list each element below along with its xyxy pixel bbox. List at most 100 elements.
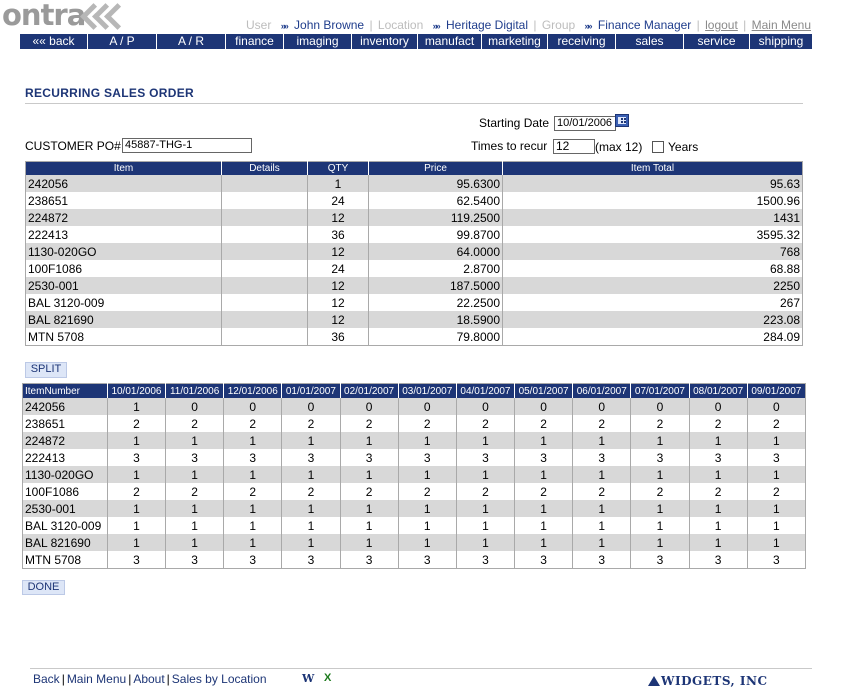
nav-back[interactable]: «« back <box>20 34 88 49</box>
customer-po-input[interactable]: 45887-THG-1 <box>122 138 252 153</box>
cell-month-qty: 3 <box>630 551 690 569</box>
cell-month-qty: 1 <box>572 466 632 483</box>
cell-month-qty: 1 <box>456 534 516 551</box>
cell-month-qty: 3 <box>747 449 806 466</box>
nav-ar[interactable]: A / R <box>157 34 226 49</box>
nav-marketing[interactable]: marketing <box>482 34 548 49</box>
cell-details <box>221 175 308 192</box>
cell-month-qty: 1 <box>107 500 167 517</box>
excel-export-icon[interactable]: X <box>324 672 332 684</box>
cell-month-qty: 3 <box>630 449 690 466</box>
col-header-qty: QTY <box>307 161 369 175</box>
cell-item-number: 242056 <box>22 398 108 415</box>
cell-month-qty: 0 <box>456 398 516 415</box>
brand-triangle-icon <box>648 676 660 686</box>
table-row: 1130-020GO 1 1 1 1 1 1 1 1 1 1 1 1 <box>22 466 806 483</box>
logout-link[interactable]: logout <box>705 18 738 32</box>
cell-month-qty: 3 <box>572 551 632 569</box>
cell-month-qty: 1 <box>223 517 283 534</box>
nav-shipping[interactable]: shipping <box>758 34 804 48</box>
cell-month-qty: 1 <box>165 466 225 483</box>
cell-price: 187.5000 <box>368 277 503 294</box>
done-button[interactable]: DONE <box>22 580 65 595</box>
cell-month-qty: 2 <box>340 483 399 500</box>
cell-item-number: BAL 3120-009 <box>22 517 108 534</box>
starting-date-input[interactable]: 10/01/2006 <box>554 116 616 131</box>
cell-month-qty: 1 <box>514 466 574 483</box>
cell-month-qty: 2 <box>630 415 690 432</box>
nav-service[interactable]: service <box>684 34 750 49</box>
cell-month-qty: 3 <box>165 551 225 569</box>
cell-month-qty: 3 <box>572 449 632 466</box>
footer-back-link[interactable]: Back <box>33 672 60 686</box>
cell-month-qty: 1 <box>281 534 341 551</box>
calendar-icon[interactable] <box>615 114 629 127</box>
footer-links: Back | Main Menu | About | Sales by Location <box>33 672 267 686</box>
cell-qty: 24 <box>307 260 369 277</box>
double-chevron-icon: »» <box>280 21 289 31</box>
cell-month-qty: 1 <box>398 517 457 534</box>
location-label: Location <box>377 18 424 32</box>
footer-sales-by-location-link[interactable]: Sales by Location <box>171 672 267 686</box>
split-button[interactable]: SPLIT <box>25 362 67 378</box>
cell-month-qty: 1 <box>514 517 574 534</box>
cell-month-qty: 0 <box>747 398 806 415</box>
brand-name: WIDGETS, INC <box>661 674 768 688</box>
cell-month-qty: 1 <box>165 517 225 534</box>
cell-month-qty: 1 <box>107 517 167 534</box>
cell-item-number: 100F1086 <box>22 483 108 500</box>
cell-details <box>221 260 308 277</box>
main-menu-link[interactable]: Main Menu <box>751 18 811 32</box>
word-export-icon[interactable]: W <box>302 672 315 685</box>
cell-month-qty: 1 <box>572 432 632 449</box>
cell-month-qty: 2 <box>689 415 748 432</box>
nav-sales[interactable]: sales <box>616 34 684 49</box>
cell-month-qty: 1 <box>689 500 748 517</box>
nav-ap[interactable]: A / P <box>88 34 157 49</box>
cell-month-qty: 3 <box>165 449 225 466</box>
cell-details <box>221 328 308 346</box>
max-recur-note: (max 12) <box>595 140 643 154</box>
table-row: BAL 821690 12 18.5900 223.08 <box>25 311 803 328</box>
cell-item-number: MTN 5708 <box>22 551 108 569</box>
footer-main-menu-link[interactable]: Main Menu <box>66 672 127 686</box>
cell-price: 99.8700 <box>368 226 503 243</box>
table-row: 2530-001 12 187.5000 2250 <box>25 277 803 294</box>
times-to-recur-input[interactable]: 12 <box>553 139 595 154</box>
customer-po-label: CUSTOMER PO# <box>25 139 121 153</box>
cell-month-qty: 1 <box>340 517 399 534</box>
cell-item: BAL 821690 <box>25 311 222 328</box>
cell-month-qty: 2 <box>281 483 341 500</box>
cell-month-qty: 3 <box>747 551 806 569</box>
cell-item-total: 768 <box>502 243 803 260</box>
footer-about-link[interactable]: About <box>133 672 165 686</box>
cell-item-number: 224872 <box>22 432 108 449</box>
cell-price: 95.6300 <box>368 175 503 192</box>
cell-details <box>221 277 308 294</box>
cell-month-qty: 1 <box>572 517 632 534</box>
items-table: Item Details QTY Price Item Total 242056… <box>25 161 803 346</box>
nav-inventory[interactable]: inventory <box>352 34 418 49</box>
cell-month-qty: 1 <box>107 432 167 449</box>
cell-price: 64.0000 <box>368 243 503 260</box>
nav-manufact[interactable]: manufact <box>418 34 482 49</box>
col-header-month: 12/01/2006 <box>223 383 283 398</box>
cell-item: 1130-020GO <box>25 243 222 260</box>
cell-month-qty: 0 <box>223 398 283 415</box>
cell-month-qty: 0 <box>572 398 632 415</box>
cell-month-qty: 1 <box>514 534 574 551</box>
cell-month-qty: 1 <box>281 500 341 517</box>
nav-receiving[interactable]: receiving <box>548 34 616 49</box>
years-checkbox[interactable] <box>652 141 664 153</box>
col-header-month: 01/01/2007 <box>281 383 341 398</box>
table-row: 224872 1 1 1 1 1 1 1 1 1 1 1 1 <box>22 432 806 449</box>
cell-item-total: 68.88 <box>502 260 803 277</box>
cell-item: BAL 3120-009 <box>25 294 222 311</box>
cell-item-number: 1130-020GO <box>22 466 108 483</box>
nav-imaging[interactable]: imaging <box>284 34 352 49</box>
cell-month-qty: 1 <box>165 432 225 449</box>
nav-finance[interactable]: finance <box>226 34 284 49</box>
cell-month-qty: 3 <box>340 551 399 569</box>
cell-price: 2.8700 <box>368 260 503 277</box>
cell-month-qty: 1 <box>456 517 516 534</box>
